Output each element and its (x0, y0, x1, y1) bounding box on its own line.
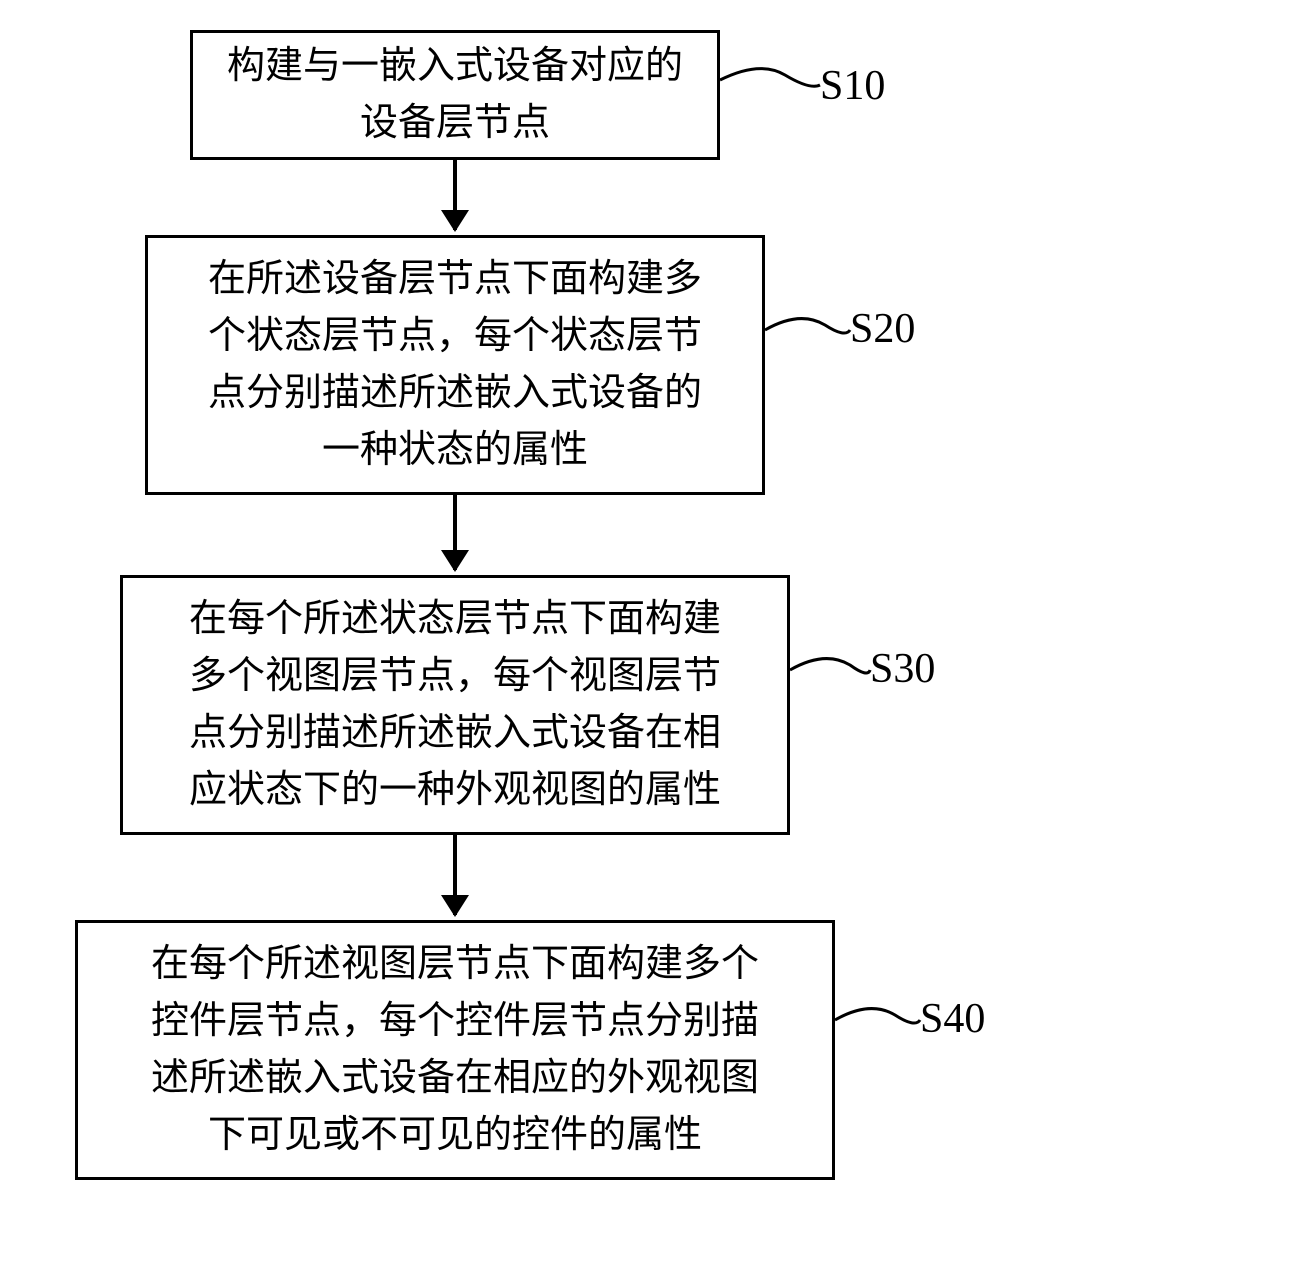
flowchart-node-s10: 构建与一嵌入式设备对应的设备层节点 (190, 30, 720, 160)
node-s30-text: 在每个所述状态层节点下面构建多个视图层节点，每个视图层节点分别描述所述嵌入式设备… (189, 591, 721, 819)
node-s10-text: 构建与一嵌入式设备对应的设备层节点 (227, 38, 683, 152)
flowchart-node-s20: 在所述设备层节点下面构建多个状态层节点，每个状态层节点分别描述所述嵌入式设备的一… (145, 235, 765, 495)
node-s20-label: S20 (850, 305, 915, 353)
node-s10-label: S10 (820, 62, 885, 110)
node-s20-text: 在所述设备层节点下面构建多个状态层节点，每个状态层节点分别描述所述嵌入式设备的一… (208, 251, 702, 479)
node-s30-label: S30 (870, 645, 935, 693)
flowchart-container: 构建与一嵌入式设备对应的设备层节点 S10 在所述设备层节点下面构建多个状态层节… (0, 0, 1316, 1276)
flowchart-node-s40: 在每个所述视图层节点下面构建多个控件层节点，每个控件层节点分别描述所述嵌入式设备… (75, 920, 835, 1180)
node-s40-text: 在每个所述视图层节点下面构建多个控件层节点，每个控件层节点分别描述所述嵌入式设备… (151, 936, 759, 1164)
flowchart-node-s30: 在每个所述状态层节点下面构建多个视图层节点，每个视图层节点分别描述所述嵌入式设备… (120, 575, 790, 835)
arrow-s30-s40 (453, 835, 457, 915)
node-s40-label: S40 (920, 995, 985, 1043)
arrow-s20-s30 (453, 495, 457, 570)
arrow-s10-s20 (453, 160, 457, 230)
